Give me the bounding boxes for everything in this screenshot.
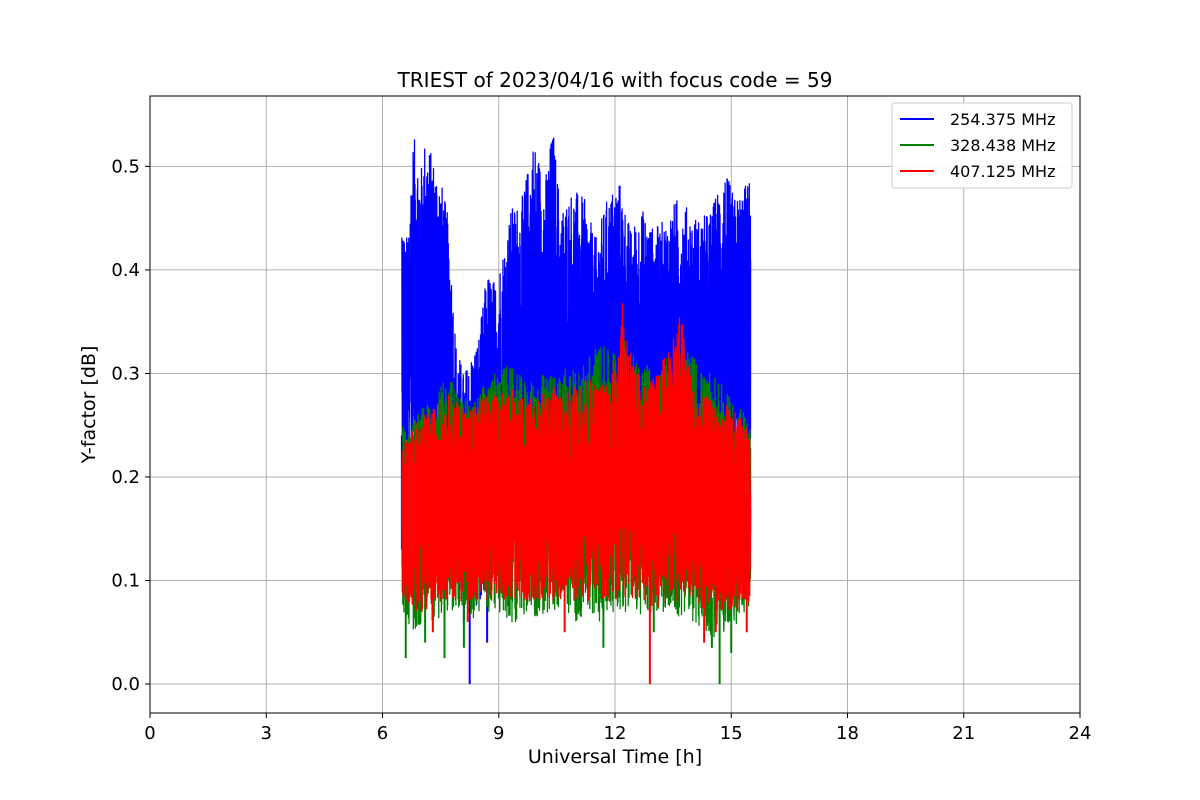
- x-tick-label: 3: [261, 723, 272, 744]
- x-tick-label: 24: [1069, 723, 1092, 744]
- x-tick-label: 12: [604, 723, 627, 744]
- legend-entry: 254.375 MHz: [950, 110, 1055, 129]
- x-tick-label: 0: [144, 723, 155, 744]
- y-tick-label: 0.1: [111, 570, 140, 591]
- legend-box: [891, 102, 1073, 189]
- y-tick-label: 0.5: [111, 156, 140, 177]
- x-tick-label: 6: [377, 723, 388, 744]
- series-layer: [400, 137, 752, 685]
- series-2: [401, 303, 752, 685]
- x-axis-label: Universal Time [h]: [528, 746, 702, 768]
- x-tick-label: 9: [493, 723, 504, 744]
- y-axis-label: Y-factor [dB]: [78, 346, 100, 465]
- legend-entry: 407.125 MHz: [950, 162, 1055, 181]
- y-axis: 0.0 0.1 0.2 0.3 0.4 0.5: [111, 156, 150, 695]
- y-tick-label: 0.4: [111, 260, 140, 281]
- series-line: [401, 303, 752, 613]
- x-tick-label: 15: [720, 723, 743, 744]
- legend: 254.375 MHz 328.438 MHz 407.125 MHz: [891, 102, 1073, 189]
- y-tick-label: 0.2: [111, 467, 140, 488]
- chart-title: TRIEST of 2023/04/16 with focus code = 5…: [397, 68, 833, 92]
- y-tick-label: 0.3: [111, 363, 140, 384]
- x-tick-label: 18: [836, 723, 859, 744]
- y-tick-label: 0.0: [111, 674, 140, 695]
- x-axis: 0 3 6 9 12 15 18 21 24: [144, 713, 1091, 744]
- x-tick-label: 21: [952, 723, 975, 744]
- legend-entry: 328.438 MHz: [950, 136, 1055, 155]
